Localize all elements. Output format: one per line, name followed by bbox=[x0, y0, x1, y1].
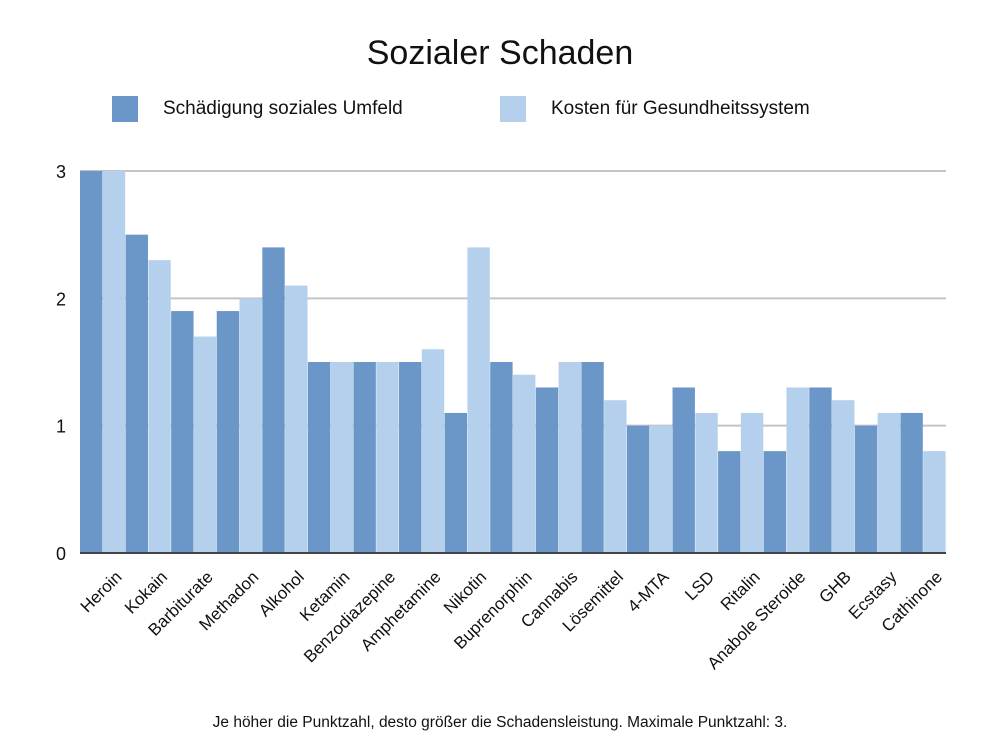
y-tick-label: 1 bbox=[56, 417, 66, 437]
bar bbox=[877, 412, 901, 553]
chart-footnote: Je höher die Punktzahl, desto größer die… bbox=[212, 714, 788, 731]
bar bbox=[558, 362, 581, 553]
bar bbox=[193, 336, 217, 553]
bar bbox=[535, 387, 559, 553]
y-tick-label: 0 bbox=[56, 544, 66, 564]
legend-label-series-2: Kosten für Gesundheitssystem bbox=[551, 98, 810, 119]
bar bbox=[832, 400, 855, 553]
bar bbox=[854, 425, 878, 553]
bar bbox=[102, 171, 126, 553]
bar bbox=[513, 374, 536, 553]
legend-item-series-2: Kosten für Gesundheitssystem bbox=[500, 96, 810, 122]
bar bbox=[490, 362, 513, 553]
bar bbox=[718, 451, 741, 553]
y-tick-label: 2 bbox=[56, 289, 66, 309]
x-tick-label: LSD bbox=[681, 567, 718, 604]
x-tick-label: Amphetamine bbox=[357, 567, 445, 655]
bar bbox=[216, 311, 240, 553]
bar bbox=[740, 412, 764, 553]
bar bbox=[604, 400, 627, 553]
legend-swatch-series-2 bbox=[500, 96, 526, 122]
bar bbox=[421, 349, 445, 553]
x-tick-label: 4-MTA bbox=[624, 567, 673, 616]
y-tick-label: 3 bbox=[56, 162, 66, 182]
bar bbox=[581, 362, 604, 553]
bar bbox=[923, 451, 946, 553]
bar bbox=[763, 451, 787, 553]
bar bbox=[900, 412, 923, 553]
bar bbox=[809, 387, 832, 553]
bar bbox=[330, 362, 354, 553]
bar bbox=[307, 362, 331, 553]
x-tick-label: Heroin bbox=[77, 567, 126, 616]
bar bbox=[285, 285, 308, 553]
bar bbox=[262, 247, 285, 553]
legend-label-series-1: Schädigung soziales Umfeld bbox=[163, 98, 403, 119]
bar bbox=[376, 362, 399, 553]
legend-swatch-series-1 bbox=[112, 96, 138, 122]
bar bbox=[444, 412, 468, 553]
legend-item-series-1: Schädigung soziales Umfeld bbox=[112, 96, 403, 122]
bar bbox=[399, 362, 422, 553]
bar bbox=[148, 260, 171, 553]
x-tick-label: GHB bbox=[815, 567, 854, 606]
chart-title: Sozialer Schaden bbox=[366, 34, 634, 72]
bar bbox=[125, 234, 148, 553]
bar bbox=[80, 171, 103, 553]
bar bbox=[695, 412, 718, 553]
bar bbox=[649, 425, 673, 553]
bar bbox=[467, 247, 490, 553]
bar bbox=[786, 387, 809, 553]
bar bbox=[626, 425, 650, 553]
bar bbox=[239, 298, 262, 553]
bar bbox=[171, 311, 194, 553]
bar bbox=[353, 362, 376, 553]
bar bbox=[672, 387, 695, 553]
